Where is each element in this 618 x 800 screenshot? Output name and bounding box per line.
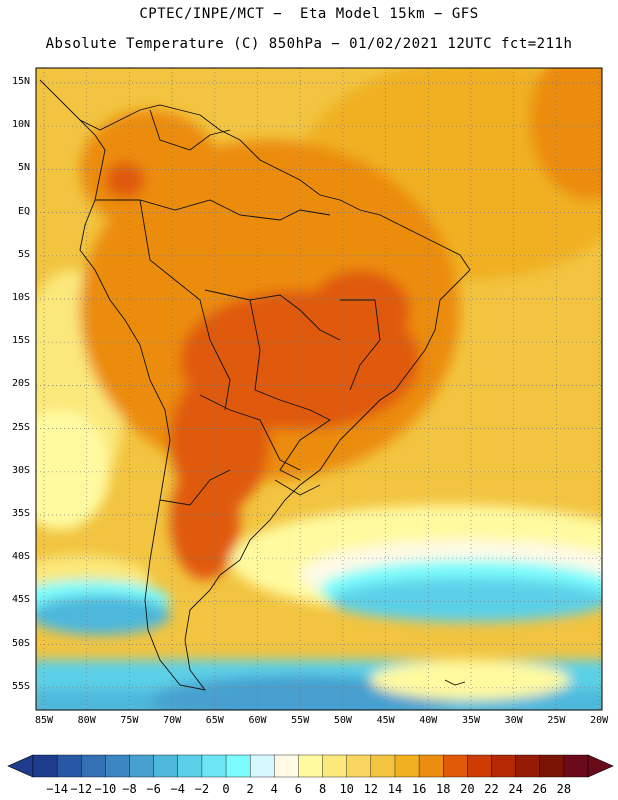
latitude-label: EQ — [17, 205, 30, 217]
colorbar-swatch — [418, 754, 444, 778]
colorbar-swatch — [298, 754, 324, 778]
longitude-label: 25W — [547, 715, 566, 726]
colorbar-swatch — [81, 754, 106, 778]
colorbar-tick-label: 20 — [460, 782, 475, 796]
colorbar-tick-label: 16 — [411, 782, 427, 796]
latitude-label: 5S — [17, 248, 30, 260]
latitude-label: 45S — [11, 594, 30, 606]
longitude-label: 60W — [248, 715, 267, 726]
colorbar-swatch — [249, 754, 275, 778]
colorbar-tick-label: 10 — [339, 782, 354, 796]
coastlines — [39, 79, 471, 691]
colorbar-swatch — [105, 754, 131, 778]
longitude-label: 20W — [590, 715, 609, 726]
latitude-label: 15S — [11, 335, 30, 347]
colorbar-swatch — [515, 754, 541, 778]
colorbar-tick-label: −12 — [70, 782, 93, 796]
colorbar-tick-label: 26 — [532, 782, 547, 796]
latitude-label: 35S — [11, 508, 30, 519]
colorbar-swatch — [467, 754, 492, 778]
colorbar-tick-label: 24 — [508, 782, 523, 796]
colorbar-tick-label: −2 — [194, 782, 210, 796]
colorbar-swatch — [201, 754, 227, 778]
colorbar-swatch — [129, 754, 155, 778]
colorbar-tick-label: −8 — [122, 782, 137, 796]
colorbar-arrow-left — [7, 754, 34, 778]
colorbar-tick-label: −6 — [146, 782, 161, 796]
colorbar-swatch — [346, 754, 372, 778]
colorbar-swatch — [443, 754, 468, 778]
colorbar-swatch — [56, 754, 82, 778]
colorbar-swatch — [563, 754, 589, 778]
latitude-label: 40S — [11, 551, 30, 563]
colorbar-tick-label: 14 — [387, 782, 403, 796]
colorbar-tick-label: 6 — [294, 782, 303, 796]
latitude-label: 15N — [11, 76, 30, 87]
longitude-label: 85W — [34, 715, 54, 726]
colorbar-swatch — [370, 754, 396, 778]
longitude-label: 65W — [205, 715, 224, 726]
colorbar-tick-label: 12 — [363, 782, 379, 796]
longitude-label: 80W — [77, 715, 96, 726]
colorbar-swatch — [539, 754, 565, 778]
colorbar-tick-label: 4 — [270, 782, 278, 796]
latitude-label: 10N — [11, 119, 30, 131]
colorbar-tick-label: 22 — [484, 782, 499, 796]
latitude-label: 50S — [11, 637, 30, 649]
temperature-field — [36, 68, 602, 710]
colorbar-swatch — [274, 754, 299, 778]
map-title-line1: CPTEC/INPE/MCT − Eta Model 15km − GFS — [139, 6, 479, 22]
colorbar-tick-label: −14 — [46, 782, 68, 796]
colorbar-swatch — [394, 754, 420, 778]
colorbar-arrow-right — [587, 754, 614, 778]
colorbar-swatch — [177, 754, 203, 778]
colorbar-tick-label: 18 — [435, 782, 451, 796]
colorbar-swatch — [32, 754, 58, 778]
latitude-label: 20S — [11, 378, 30, 390]
latitude-label: 25S — [11, 421, 30, 433]
colorbar-swatch — [153, 754, 179, 778]
longitude-label: 55W — [291, 715, 310, 726]
colorbar-tick-label: −4 — [170, 782, 185, 796]
longitude-label: 30W — [504, 715, 523, 726]
colorbar-tick-label: 0 — [222, 782, 230, 796]
latitude-label: 10S — [11, 292, 30, 303]
colorbar-swatch — [322, 754, 348, 778]
longitude-label: 35W — [461, 715, 481, 726]
colorbar-swatch — [491, 754, 517, 778]
colorbar-tick-label: −10 — [94, 782, 117, 796]
map-title-line2: Absolute Temperature (C) 850hPa − 01/02/… — [45, 36, 573, 52]
longitude-label: 45W — [376, 715, 395, 726]
longitude-label: 40W — [419, 715, 438, 726]
longitude-label: 75W — [120, 715, 139, 726]
longitude-label: 50W — [333, 715, 352, 726]
colorbar-tick-label: 28 — [556, 782, 572, 796]
colorbar-tick-label: 8 — [318, 782, 327, 796]
colorbar — [7, 754, 614, 778]
latitude-label: 5N — [17, 162, 30, 174]
colorbar-swatch — [225, 754, 251, 778]
longitude-label: 70W — [163, 715, 182, 726]
latitude-label: 30S — [11, 464, 30, 476]
latitude-label: 55S — [11, 680, 30, 692]
colorbar-tick-label: 2 — [246, 782, 254, 796]
map-frame — [35, 67, 603, 711]
